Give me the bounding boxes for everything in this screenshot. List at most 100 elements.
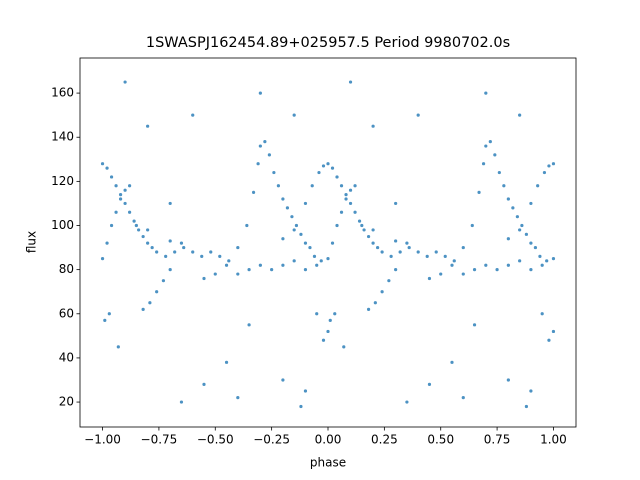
point — [529, 389, 533, 393]
point — [123, 188, 127, 192]
y-tick-label: 40 — [59, 350, 74, 364]
point — [443, 254, 447, 259]
point — [209, 250, 213, 254]
point — [452, 259, 456, 263]
point — [132, 219, 136, 223]
y-tick-label: 140 — [51, 130, 74, 144]
point — [200, 254, 204, 259]
point — [353, 184, 357, 188]
point — [290, 215, 294, 219]
point — [357, 219, 362, 223]
point — [506, 237, 510, 241]
point — [360, 223, 364, 228]
point — [173, 250, 177, 254]
point — [109, 175, 114, 179]
point — [533, 245, 538, 250]
point — [362, 228, 366, 232]
point — [518, 228, 522, 232]
point — [376, 245, 380, 250]
point — [493, 153, 497, 157]
point — [258, 263, 262, 267]
point — [529, 268, 533, 272]
point — [380, 250, 384, 254]
point — [540, 263, 544, 267]
point — [285, 206, 290, 210]
point — [520, 223, 524, 228]
point — [506, 263, 510, 267]
point — [450, 263, 454, 267]
point — [518, 259, 522, 263]
point — [545, 259, 549, 263]
point — [348, 201, 353, 206]
point — [495, 268, 499, 272]
point — [272, 170, 276, 175]
point — [488, 140, 492, 144]
point — [179, 241, 184, 245]
point — [168, 201, 172, 206]
point — [515, 215, 519, 219]
point — [339, 210, 344, 214]
point — [326, 162, 330, 166]
point — [294, 223, 299, 228]
point — [542, 170, 547, 175]
point — [256, 162, 260, 166]
point — [267, 153, 271, 157]
point — [308, 245, 312, 250]
point — [168, 239, 172, 243]
point — [164, 254, 168, 259]
point — [114, 210, 118, 214]
point — [303, 389, 308, 393]
point — [529, 241, 533, 245]
point — [506, 197, 510, 201]
point — [540, 312, 544, 316]
point — [551, 257, 556, 261]
point — [405, 241, 409, 245]
point — [380, 290, 384, 294]
point — [387, 279, 391, 283]
point — [497, 170, 501, 175]
point — [319, 259, 323, 263]
point — [118, 193, 123, 197]
point — [116, 345, 120, 349]
x-tick-label: −1.00 — [84, 433, 121, 447]
point — [218, 254, 222, 259]
point — [321, 164, 326, 168]
point — [236, 245, 240, 250]
point — [224, 360, 229, 364]
point — [434, 250, 438, 254]
point — [150, 245, 154, 250]
point — [427, 276, 432, 281]
point — [245, 223, 249, 228]
point — [333, 312, 337, 316]
point — [547, 338, 551, 342]
point — [128, 184, 132, 188]
point — [258, 91, 262, 95]
point — [461, 396, 465, 400]
chart-title: 1SWASPJ162454.89+025957.5 Period 9980702… — [146, 35, 510, 51]
point — [529, 201, 533, 206]
point — [335, 175, 339, 179]
point — [472, 268, 477, 272]
point — [330, 241, 335, 245]
y-tick-label: 160 — [51, 86, 74, 100]
point — [281, 263, 285, 267]
point — [344, 193, 348, 197]
point — [146, 124, 150, 128]
point — [439, 272, 443, 276]
x-axis-label: phase — [310, 456, 346, 470]
point — [236, 396, 240, 400]
y-tick-label: 80 — [59, 262, 74, 276]
point — [191, 250, 195, 254]
point — [321, 338, 326, 342]
point — [109, 223, 114, 228]
point — [182, 245, 186, 250]
point — [303, 268, 308, 272]
point — [161, 279, 166, 283]
point — [484, 91, 488, 95]
point — [191, 113, 195, 117]
point — [511, 206, 515, 210]
y-tick-label: 120 — [51, 174, 74, 188]
point — [123, 80, 127, 84]
point — [114, 184, 118, 188]
point — [348, 188, 353, 192]
